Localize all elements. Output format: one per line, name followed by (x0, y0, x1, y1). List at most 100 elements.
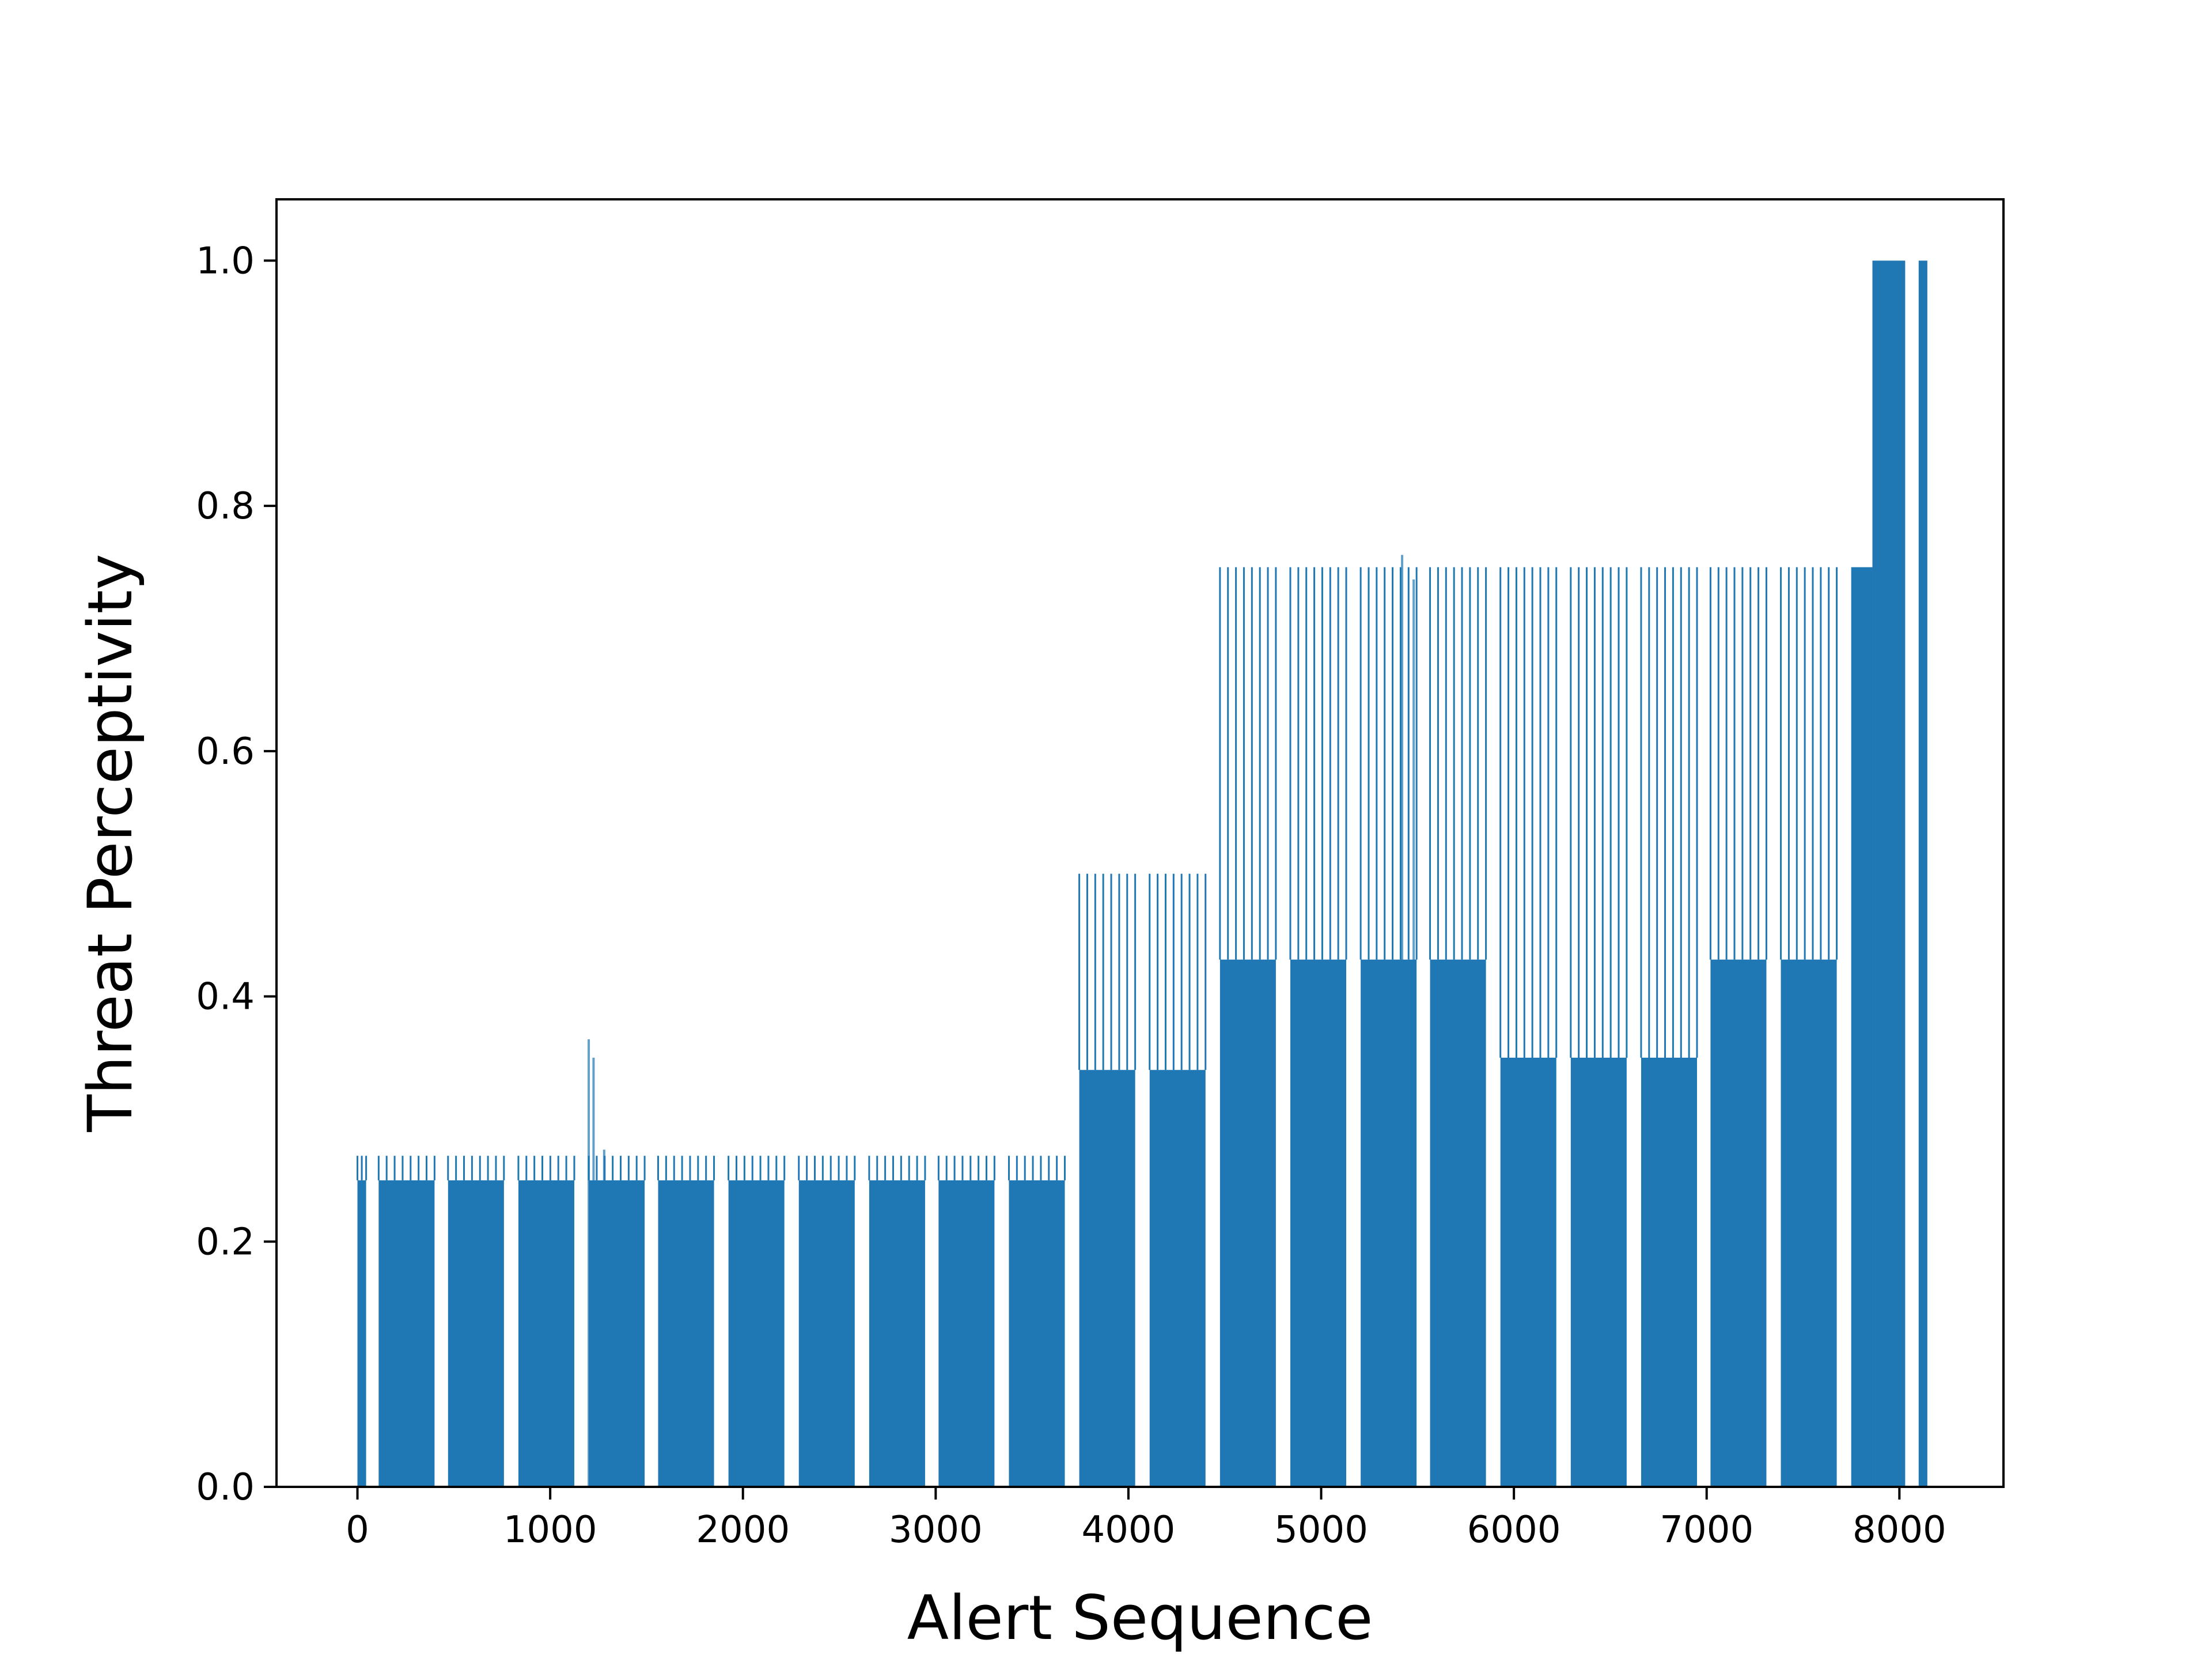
bar-spike (479, 1156, 481, 1180)
bar-spike (1820, 567, 1822, 960)
bar-group (588, 1156, 646, 1487)
bar-spike (759, 1156, 762, 1180)
bar-spike (945, 1156, 948, 1180)
bar (1290, 959, 1347, 1487)
bar-spike (1570, 567, 1572, 1058)
bar (798, 1180, 855, 1487)
bar-spike (767, 1156, 770, 1180)
bar-spike (1437, 567, 1439, 960)
bar-spike (1415, 567, 1418, 960)
x-axis: 0 1000 2000 3000 4000 5000 6000 7000 8000 (346, 1487, 1946, 1551)
bar-spike (1733, 567, 1736, 960)
bar-spike (1032, 1156, 1034, 1180)
bar-spike (361, 1156, 363, 1180)
bar-spike (806, 1156, 808, 1180)
bar-spike (1515, 567, 1517, 1058)
bar-spike (798, 1156, 800, 1180)
bar-group (1640, 567, 1698, 1487)
bar-spike (1601, 567, 1604, 1058)
bar-spike (1508, 567, 1510, 1058)
x-tick-label: 5000 (1274, 1509, 1368, 1551)
bar-spike (821, 1156, 824, 1180)
bar-spike (418, 1156, 420, 1180)
bar (589, 1180, 645, 1487)
bar-spike (775, 1156, 778, 1180)
bar-spike (1593, 567, 1596, 1058)
bar-spike (900, 1156, 902, 1180)
bar-spike (612, 1156, 614, 1180)
bar-spike (1640, 567, 1642, 1058)
bar-spike (1672, 567, 1674, 1058)
bar-spike (1758, 567, 1760, 960)
bar-spike (1219, 567, 1221, 960)
bar-outlier (588, 1039, 590, 1487)
bar-spike (517, 1156, 520, 1180)
bar (1149, 1070, 1206, 1487)
bar-spike (1523, 567, 1525, 1058)
bar-spike (635, 1156, 638, 1180)
bar-spike (1578, 567, 1580, 1058)
bar-spike (541, 1156, 544, 1180)
bar-spike (447, 1156, 449, 1180)
bar-spike (1016, 1156, 1018, 1180)
bar-spike (1828, 567, 1830, 960)
bar-spike (1275, 567, 1277, 960)
bar-spike (1368, 567, 1370, 960)
bar-group (1570, 567, 1628, 1487)
bar-spike (619, 1156, 622, 1180)
bar-outlier (603, 1149, 605, 1487)
bar-spike (846, 1156, 848, 1180)
bar-group (798, 1156, 856, 1487)
bar-spike (1126, 873, 1128, 1070)
y-tick-label: 0.2 (196, 1221, 255, 1263)
bar-spike (1609, 567, 1612, 1058)
bar-spike (1172, 873, 1175, 1070)
bar-spike (1289, 567, 1291, 960)
bar-group (517, 1156, 575, 1487)
bar-group (1780, 567, 1838, 1487)
bar-group (1359, 567, 1418, 1487)
bar-spike (1399, 567, 1402, 960)
bar-spike (549, 1156, 551, 1180)
bar-spike (1040, 1156, 1042, 1180)
bar-group (1709, 567, 1767, 1487)
bar-spike (884, 1156, 887, 1180)
bar-spike (1359, 567, 1362, 960)
bar-spike (557, 1156, 559, 1180)
bar-group (728, 1156, 786, 1487)
bar-spike (1780, 567, 1782, 960)
bar-spike (1696, 567, 1698, 1058)
bar-spike (1086, 873, 1088, 1070)
bar-spike (357, 1156, 359, 1180)
bar-spike (1477, 567, 1479, 960)
bar-spike (377, 1156, 380, 1180)
bar-spike (1531, 567, 1533, 1058)
bar (1851, 567, 1873, 1487)
bar-spike (657, 1156, 660, 1180)
bar (1079, 1070, 1135, 1487)
bar-spike (643, 1156, 646, 1180)
bar-spike (1586, 567, 1588, 1058)
bar-spike (1180, 873, 1183, 1070)
x-tick-label: 6000 (1467, 1509, 1561, 1551)
bar-spike (728, 1156, 730, 1180)
y-tick-label: 0.8 (196, 485, 255, 528)
y-axis: 0.0 0.2 0.4 0.6 0.8 1.0 (196, 240, 276, 1509)
bar-spike (751, 1156, 753, 1180)
x-axis-label: Alert Sequence (907, 1583, 1373, 1653)
bar-spike (1499, 567, 1502, 1058)
bar (938, 1180, 995, 1487)
bar-spike (1345, 567, 1347, 960)
bar-group (1219, 567, 1277, 1487)
bar-spike (1149, 873, 1151, 1070)
bar-spike (1765, 567, 1767, 960)
bar-spike (1539, 567, 1541, 1058)
bar-group (937, 1156, 995, 1487)
bar-spike (1305, 567, 1308, 960)
bar-group (357, 1156, 368, 1487)
x-tick-label: 4000 (1081, 1509, 1175, 1551)
bar (1781, 959, 1837, 1487)
bar-spike (1648, 567, 1650, 1058)
